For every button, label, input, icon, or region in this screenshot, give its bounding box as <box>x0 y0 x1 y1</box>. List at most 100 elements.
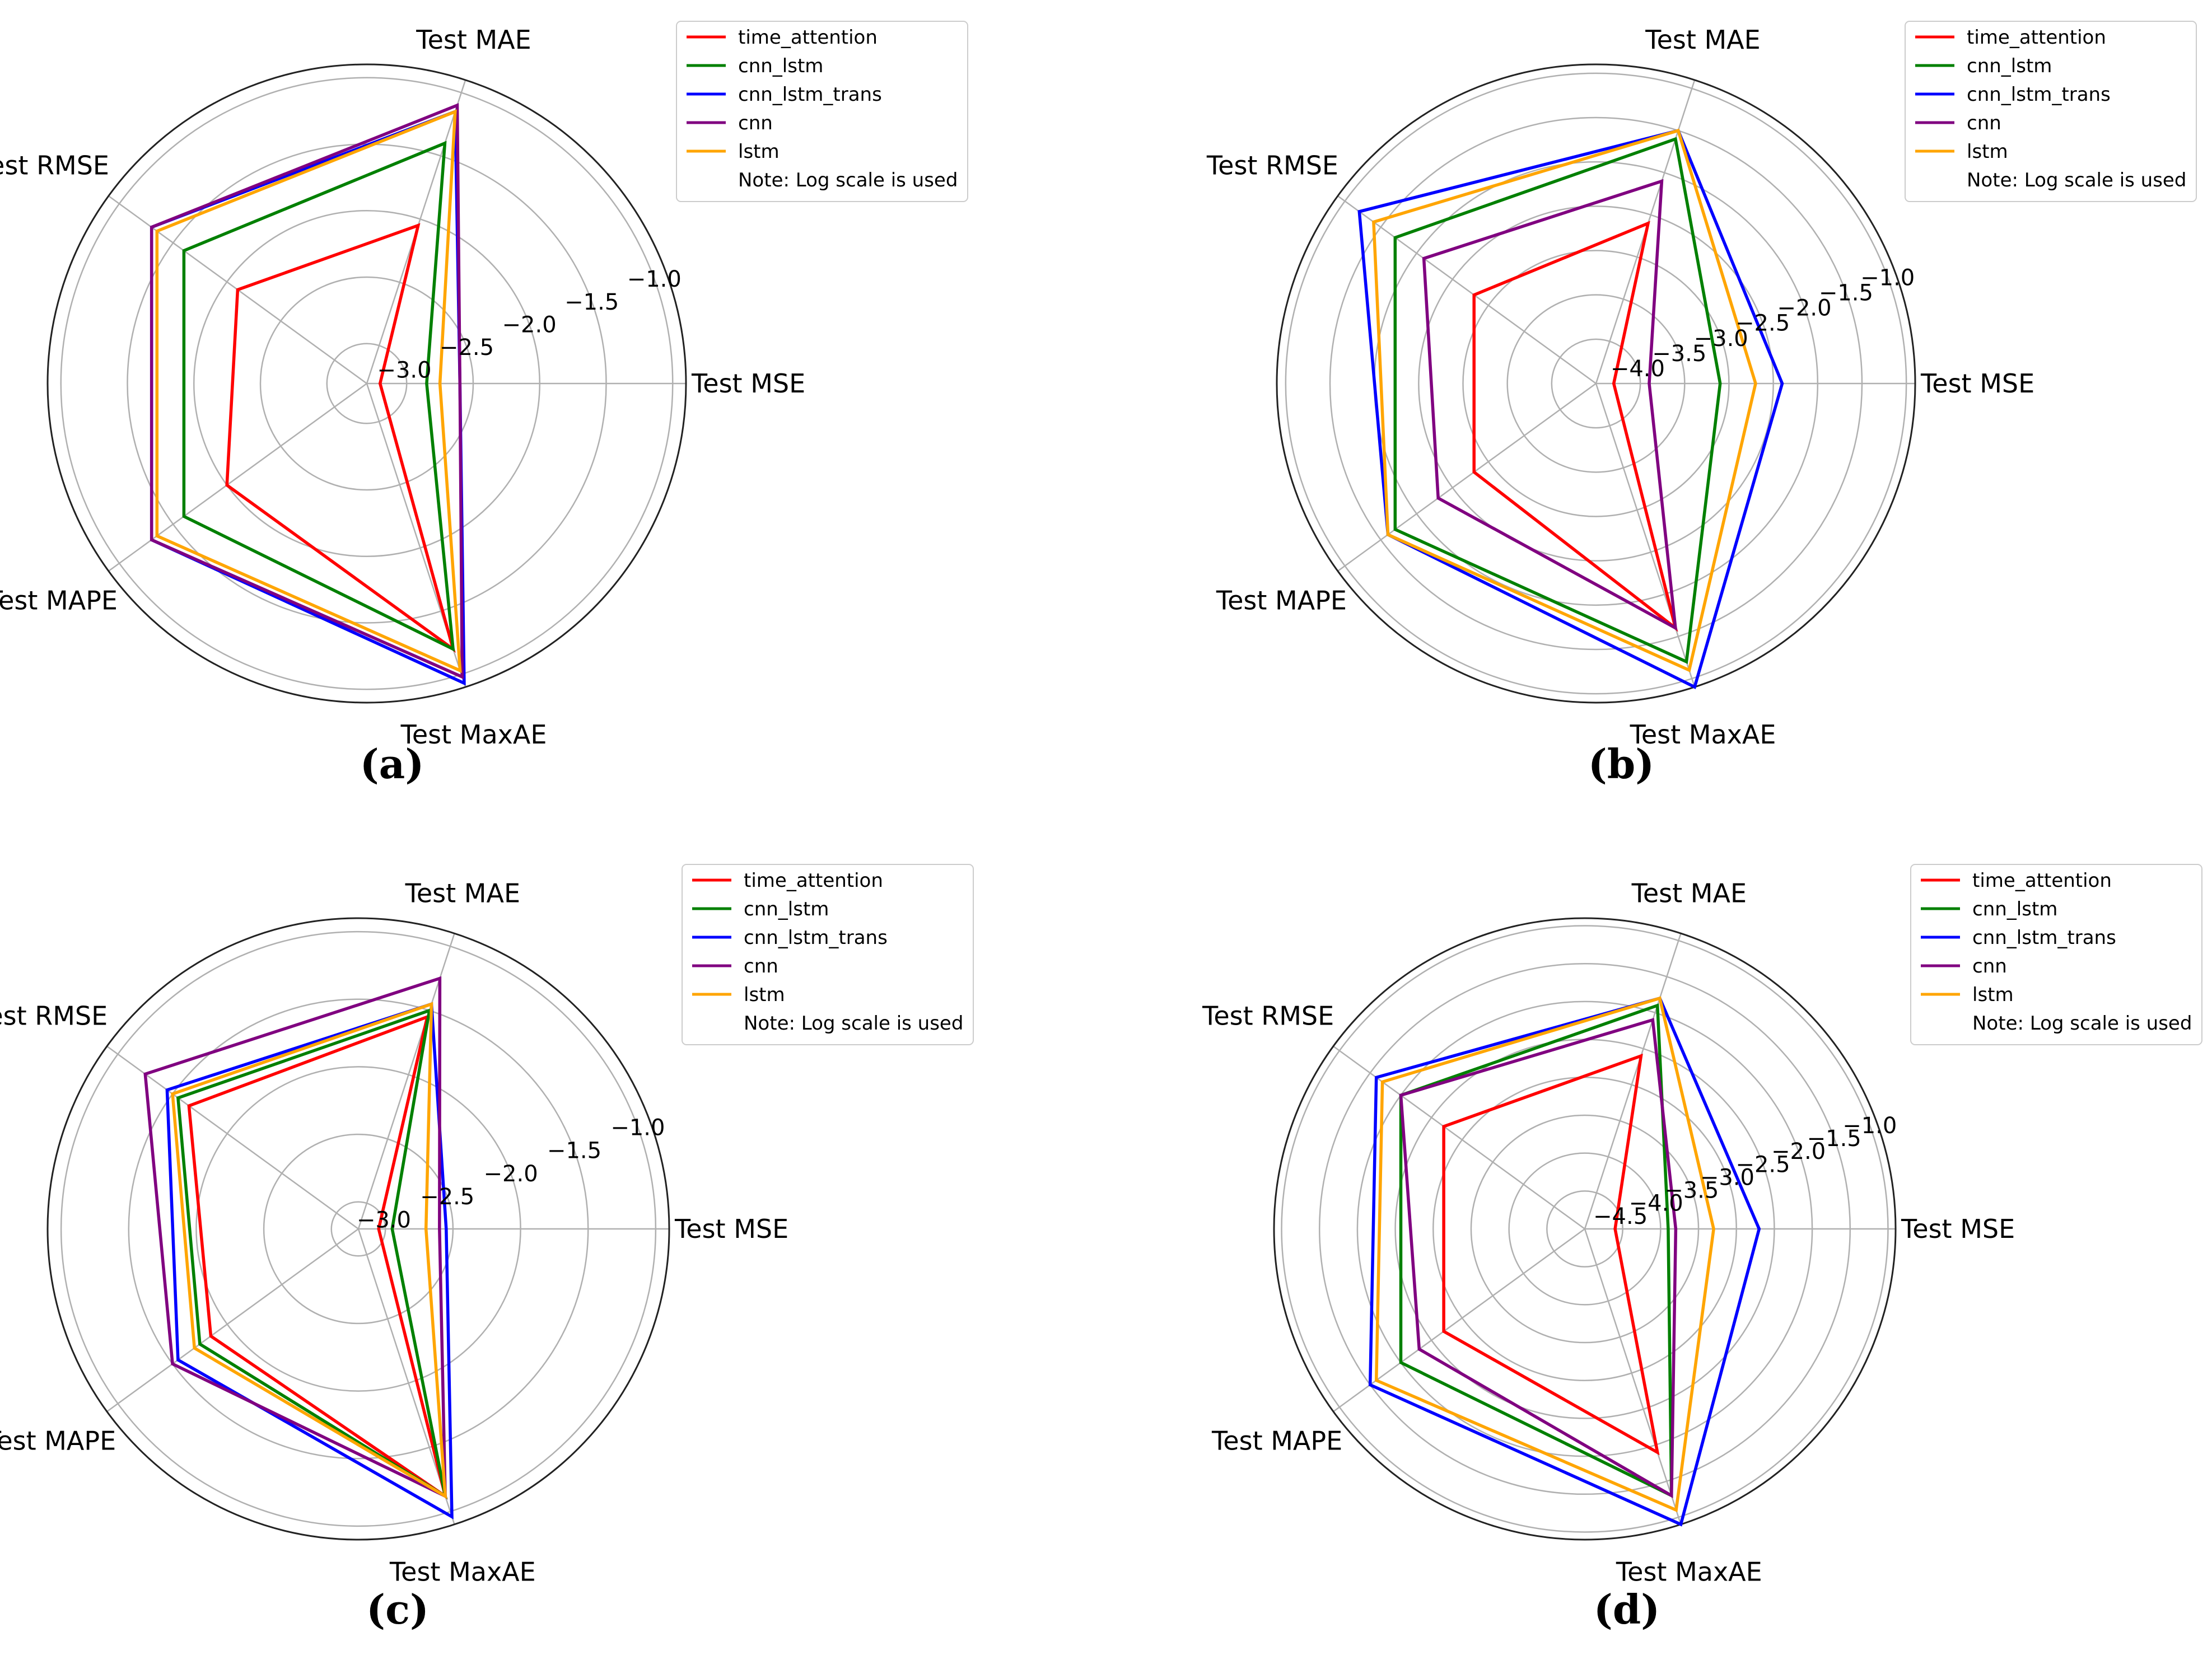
legend-note: Note: Log scale is used <box>744 1012 963 1035</box>
r-tick-label: −2.5 <box>1735 1152 1790 1177</box>
legend-label-cnn-lstm-trans: cnn_lstm_trans <box>738 83 882 106</box>
legend-note: Note: Log scale is used <box>1967 169 2186 191</box>
series-line-time-attention <box>1442 1053 1660 1456</box>
r-tick-label: −4.0 <box>1611 356 1665 382</box>
radar-panel-c: −3.0 −2.5 −2.0 −1.5 −1.0 Test MSE Test MAE Test… <box>0 864 974 1633</box>
axis-label-test-mse: Test MSE <box>674 1214 788 1244</box>
axis-label-test-maxae: Test MaxAE <box>389 1557 536 1587</box>
panel-label: (a) <box>360 740 424 788</box>
legend-label-cnn-lstm: cnn_lstm <box>738 55 823 77</box>
r-tick-label: −3.5 <box>1652 341 1706 367</box>
spoke-test-mae <box>1584 933 1682 1229</box>
legend-label-time-attention: time_attention <box>1967 26 2106 49</box>
legend-note: Note: Log scale is used <box>1972 1012 2192 1035</box>
r-tick-label: −2.5 <box>420 1184 474 1210</box>
series-line-cnn-lstm <box>1393 137 1722 664</box>
outer-circle <box>1276 63 1916 704</box>
legend-label-lstm: lstm <box>1967 141 2008 163</box>
series-line-cnn-lstm <box>176 1008 448 1499</box>
r-tick-label: −3.0 <box>377 358 431 384</box>
r-tick-label: −1.0 <box>1860 265 1915 291</box>
panel-label: (c) <box>366 1586 429 1633</box>
series-line-lstm <box>171 1002 447 1499</box>
series-line-cnn-lstm-trans <box>1368 996 1761 1527</box>
r-tick-label: −2.5 <box>1735 311 1790 336</box>
axis-label-test-mse: Test MSE <box>1901 1214 2015 1244</box>
axis-label-test-maxae: Test MaxAE <box>400 719 547 750</box>
spoke-test-maxae <box>357 1228 455 1525</box>
legend-frame <box>682 864 974 1045</box>
spoke-test-rmse <box>1337 195 1597 385</box>
legend-label-lstm: lstm <box>1972 984 2014 1006</box>
legend-label-cnn-lstm-trans: cnn_lstm_trans <box>744 927 888 949</box>
r-tick-label: −1.5 <box>1807 1126 1861 1152</box>
r-tick-label: −2.5 <box>440 335 494 361</box>
r-tick-label: −4.0 <box>1629 1191 1683 1217</box>
series-line-cnn <box>1422 179 1678 631</box>
legend-label-cnn: cnn <box>1967 112 2001 134</box>
axis-label-test-maxae: Test MaxAE <box>1616 1557 1762 1587</box>
radar-panel-a: −3.0 −2.5 −2.0 −1.5 −1.0 Test MSE Test MAE Test… <box>0 21 968 788</box>
panel-label: (b) <box>1588 740 1654 788</box>
axis-label-test-maxae: Test MaxAE <box>1630 719 1776 750</box>
outer-circle <box>46 917 670 1541</box>
series-line-cnn-lstm-trans <box>165 1002 454 1519</box>
legend-frame <box>676 21 968 202</box>
series-line-cnn-lstm <box>182 141 455 652</box>
spoke-test-rmse <box>106 1045 359 1230</box>
legend-label-cnn-lstm-trans: cnn_lstm_trans <box>1972 927 2116 949</box>
series-line-cnn-lstm-trans <box>1357 128 1784 690</box>
axis-label-test-mape: Test MAPE <box>1216 585 1347 615</box>
legend-label-time-attention: time_attention <box>744 869 883 892</box>
r-tick-label: −2.0 <box>1771 1139 1826 1165</box>
legend-label-cnn-lstm: cnn_lstm <box>1972 898 2057 920</box>
r-tick-label: −3.0 <box>1694 326 1748 352</box>
panel-label: (d) <box>1594 1586 1660 1633</box>
series-line-cnn <box>1399 1018 1678 1499</box>
outer-circle <box>46 63 687 704</box>
r-tick-label: −4.5 <box>1593 1204 1648 1229</box>
axis-label-test-mse: Test MSE <box>691 368 805 399</box>
series-line-cnn-lstm <box>1399 1003 1673 1498</box>
series-line-time-attention <box>1472 221 1678 632</box>
axis-label-test-mae: Test MAE <box>416 25 531 55</box>
r-tick-label: −2.0 <box>502 312 557 338</box>
axis-label-test-rmse: Test RMSE <box>0 151 109 181</box>
series-line-cnn <box>143 976 447 1499</box>
axis-label-test-mape: Test MAPE <box>0 1425 116 1456</box>
r-tick-label: −2.0 <box>1777 296 1831 321</box>
r-tick-label: −3.0 <box>1700 1165 1754 1190</box>
series-line-lstm <box>1374 996 1715 1513</box>
series-line-cnn <box>150 103 464 680</box>
spoke-test-mape <box>1337 382 1597 572</box>
legend-frame <box>1905 21 2197 202</box>
legend-label-cnn: cnn <box>1972 955 2007 978</box>
r-tick-label: −3.5 <box>1664 1178 1719 1204</box>
legend-label-cnn-lstm-trans: cnn_lstm_trans <box>1967 83 2111 106</box>
axis-label-test-mae: Test MAE <box>1631 878 1747 909</box>
axis-label-test-mape: Test MAPE <box>1211 1425 1342 1456</box>
axis-label-test-rmse: Test RMSE <box>0 1001 108 1031</box>
axis-label-test-mse: Test MSE <box>1920 368 2034 399</box>
outer-circle <box>1273 917 1897 1541</box>
series-line-lstm <box>1372 128 1757 672</box>
series-line-cnn-lstm-trans <box>150 109 466 686</box>
axis-label-test-rmse: Test RMSE <box>1206 151 1338 181</box>
radar-panel-b: −4.0−3.5−3.0−2.5−2.0−1.5−1.0 Test MSE Test… <box>1206 21 2197 788</box>
axis-label-test-mae: Test MAE <box>405 878 520 909</box>
r-tick-label: −1.0 <box>1842 1113 1897 1139</box>
r-tick-label: −1.5 <box>564 289 619 315</box>
legend-label-cnn: cnn <box>744 955 778 978</box>
spoke-test-maxae <box>1584 1228 1682 1525</box>
axis-label-test-mae: Test MAE <box>1645 25 1760 55</box>
legend-label-time-attention: time_attention <box>1972 869 2112 892</box>
legend-label-time-attention: time_attention <box>738 26 878 49</box>
r-tick-label: −1.0 <box>610 1115 665 1140</box>
series-line-time-attention <box>187 1014 448 1500</box>
legend-label-cnn-lstm: cnn_lstm <box>1967 55 2052 77</box>
